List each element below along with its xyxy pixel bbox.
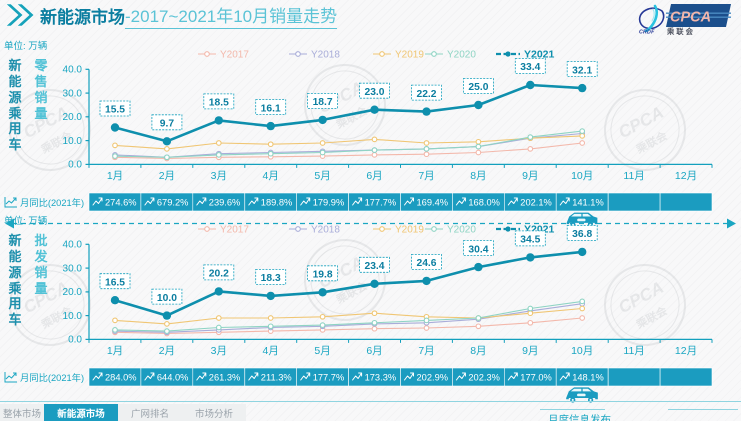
svg-text:10.0: 10.0 — [157, 293, 177, 304]
svg-text:7月: 7月 — [418, 345, 434, 357]
svg-text:5月: 5月 — [314, 345, 330, 357]
svg-text:30.0: 30.0 — [63, 88, 83, 99]
svg-text:9月: 9月 — [522, 345, 538, 357]
svg-text:Y2018: Y2018 — [311, 225, 340, 236]
svg-text:18.5: 18.5 — [209, 98, 229, 109]
svg-text:9月: 9月 — [522, 170, 538, 182]
svg-text:8月: 8月 — [470, 345, 486, 357]
svg-text:1月: 1月 — [107, 170, 123, 182]
svg-text:0.0: 0.0 — [68, 160, 82, 171]
svg-text:2月: 2月 — [159, 345, 175, 357]
svg-text:10月: 10月 — [571, 345, 593, 357]
svg-text:10.0: 10.0 — [63, 311, 83, 322]
svg-text:30.4: 30.4 — [468, 244, 488, 255]
svg-text:16.5: 16.5 — [105, 277, 125, 288]
svg-text:24.6: 24.6 — [416, 258, 436, 269]
svg-text:40.0: 40.0 — [63, 65, 83, 76]
svg-text:Y2020: Y2020 — [447, 50, 476, 61]
svg-text:202.3%: 202.3% — [468, 372, 500, 382]
svg-text:Y2020: Y2020 — [447, 225, 476, 236]
svg-text:6月: 6月 — [366, 345, 382, 357]
svg-text:16.1: 16.1 — [261, 103, 281, 114]
svg-text:177.7%: 177.7% — [313, 372, 345, 382]
svg-text:644.0%: 644.0% — [157, 372, 189, 382]
svg-text:23.0: 23.0 — [364, 87, 384, 98]
svg-text:25.0: 25.0 — [468, 82, 488, 93]
svg-text:6月: 6月 — [366, 170, 382, 182]
svg-text:168.0%: 168.0% — [468, 197, 500, 207]
svg-text:Y2017: Y2017 — [220, 50, 249, 61]
svg-text:5月: 5月 — [314, 170, 330, 182]
svg-text:211.3%: 211.3% — [261, 372, 292, 382]
svg-text:11月: 11月 — [623, 345, 644, 357]
svg-text:Y2019: Y2019 — [395, 50, 424, 61]
svg-text:23.4: 23.4 — [364, 261, 384, 272]
svg-text:18.7: 18.7 — [313, 97, 333, 108]
svg-text:10月: 10月 — [571, 170, 593, 182]
svg-text:179.9%: 179.9% — [313, 197, 345, 207]
svg-text:4月: 4月 — [263, 345, 279, 357]
svg-text:173.3%: 173.3% — [365, 372, 397, 382]
svg-text:32.1: 32.1 — [572, 65, 592, 76]
svg-text:11月: 11月 — [623, 170, 644, 182]
svg-text:3月: 3月 — [211, 345, 227, 357]
svg-text:20.0: 20.0 — [63, 287, 83, 298]
svg-text:1月: 1月 — [107, 345, 123, 357]
svg-text:30.0: 30.0 — [63, 263, 83, 274]
svg-text:Y2018: Y2018 — [311, 50, 340, 61]
svg-text:8月: 8月 — [470, 170, 486, 182]
svg-text:679.2%: 679.2% — [157, 197, 189, 207]
svg-text:177.0%: 177.0% — [520, 372, 552, 382]
svg-text:34.5: 34.5 — [520, 235, 540, 246]
svg-text:40.0: 40.0 — [63, 240, 83, 251]
svg-text:239.6%: 239.6% — [209, 197, 241, 207]
svg-text:10.0: 10.0 — [63, 136, 83, 147]
svg-text:12月: 12月 — [675, 170, 697, 182]
svg-text:19.8: 19.8 — [313, 270, 333, 281]
svg-text:22.2: 22.2 — [416, 89, 436, 100]
svg-text:7月: 7月 — [418, 170, 434, 182]
svg-text:274.6%: 274.6% — [105, 197, 137, 207]
svg-text:15.5: 15.5 — [105, 105, 125, 116]
svg-text:20.0: 20.0 — [63, 112, 83, 123]
svg-text:169.4%: 169.4% — [417, 197, 449, 207]
svg-text:3月: 3月 — [211, 170, 227, 182]
svg-text:36.8: 36.8 — [572, 229, 592, 240]
svg-text:12月: 12月 — [675, 345, 697, 357]
svg-text:33.4: 33.4 — [520, 62, 540, 73]
svg-text:18.3: 18.3 — [261, 273, 281, 284]
svg-text:4月: 4月 — [263, 170, 279, 182]
svg-text:Y2019: Y2019 — [395, 225, 424, 236]
svg-text:141.1%: 141.1% — [572, 197, 604, 207]
svg-text:2月: 2月 — [159, 170, 175, 182]
svg-text:202.1%: 202.1% — [520, 197, 552, 207]
svg-text:177.7%: 177.7% — [365, 197, 397, 207]
svg-text:20.2: 20.2 — [209, 269, 229, 280]
svg-text:284.0%: 284.0% — [105, 372, 137, 382]
svg-text:148.1%: 148.1% — [572, 372, 604, 382]
svg-text:0.0: 0.0 — [68, 335, 82, 346]
svg-text:9.7: 9.7 — [160, 119, 175, 130]
svg-text:202.9%: 202.9% — [417, 372, 449, 382]
svg-text:261.3%: 261.3% — [209, 372, 241, 382]
svg-text:Y2017: Y2017 — [220, 225, 249, 236]
svg-text:189.8%: 189.8% — [261, 197, 293, 207]
